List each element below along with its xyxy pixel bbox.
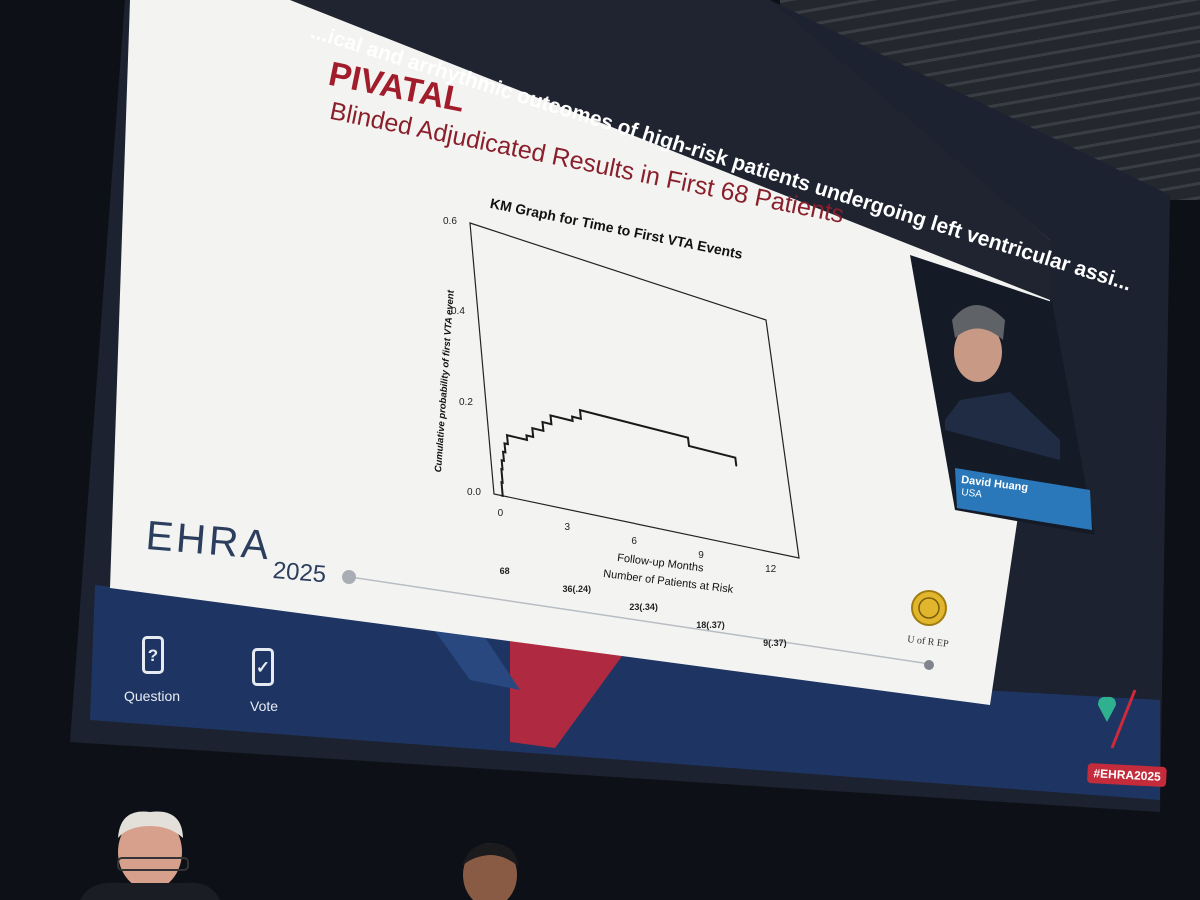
screen-background-band xyxy=(90,585,1160,800)
audience-hair-right xyxy=(462,842,518,866)
km-step-point xyxy=(500,481,503,484)
x-tick-label: 3 xyxy=(564,521,571,533)
km-step-point xyxy=(735,465,738,467)
x-tick-label: 0 xyxy=(497,507,504,519)
risk-table-value: 36(.24) xyxy=(562,583,592,594)
speaker-face xyxy=(954,322,1002,382)
x-tick-label: 9 xyxy=(698,549,704,561)
question-phone-icon: ? xyxy=(142,636,164,674)
risk-table-value: 23(.34) xyxy=(629,601,658,612)
km-step-point xyxy=(500,459,503,462)
speaker-country: USA xyxy=(960,487,983,501)
km-step-point xyxy=(549,414,552,417)
x-tick-label: 6 xyxy=(631,535,637,547)
km-step-point xyxy=(506,434,508,437)
km-step-point xyxy=(623,420,625,423)
y-tick-label: 0.2 xyxy=(459,396,473,408)
y-tick-label: 0.0 xyxy=(467,487,481,498)
heart-logo-icon xyxy=(1098,696,1116,722)
km-step-point xyxy=(500,494,503,497)
km-step-point xyxy=(579,409,581,411)
hashtag-badge: #EHRA2025 xyxy=(1086,763,1168,788)
risk-table-value: 18(.37) xyxy=(696,619,725,630)
progress-start-dot[interactable] xyxy=(342,570,356,584)
km-step-point xyxy=(531,427,534,430)
x-tick-label: 12 xyxy=(765,563,777,575)
speaker-name-bar xyxy=(955,468,1092,530)
km-step-point xyxy=(571,415,573,418)
vote-button[interactable]: ✓ Vote xyxy=(244,648,294,718)
km-curve-group xyxy=(500,408,738,498)
km-step-point xyxy=(503,442,506,445)
header-strip xyxy=(290,0,1050,300)
vote-phone-icon: ✓ xyxy=(252,648,274,686)
plot-frame xyxy=(469,222,800,559)
speaker-suit xyxy=(945,392,1060,460)
km-step-point xyxy=(541,421,544,423)
institution-seal-icon xyxy=(911,590,947,626)
logo-red-stroke xyxy=(1110,689,1137,749)
risk-table-value: 9(.37) xyxy=(763,637,787,648)
speaker-hair xyxy=(952,305,1005,340)
vote-label: Vote xyxy=(250,698,279,714)
question-button[interactable]: ? Question xyxy=(120,636,190,706)
audience-hair-left xyxy=(118,811,183,838)
progress-rail xyxy=(349,576,931,665)
ehra-logo-year: 2025 xyxy=(271,557,328,589)
risk-table-value: 68 xyxy=(499,565,510,576)
audience-shoulders-left xyxy=(80,882,220,900)
km-step-point xyxy=(500,468,503,470)
km-step-point xyxy=(517,437,519,439)
y-tick-label: 0.4 xyxy=(451,306,465,318)
decor-red-stripe xyxy=(510,640,625,748)
km-step-point xyxy=(688,445,690,447)
question-label: Question xyxy=(124,688,181,704)
y-tick-label: 0.6 xyxy=(443,216,457,227)
km-step-point xyxy=(525,434,528,437)
institution-seal-inner xyxy=(918,597,940,619)
progress-end-dot[interactable] xyxy=(924,660,934,670)
km-step-point xyxy=(502,451,504,453)
audience-glasses-left xyxy=(117,857,189,871)
